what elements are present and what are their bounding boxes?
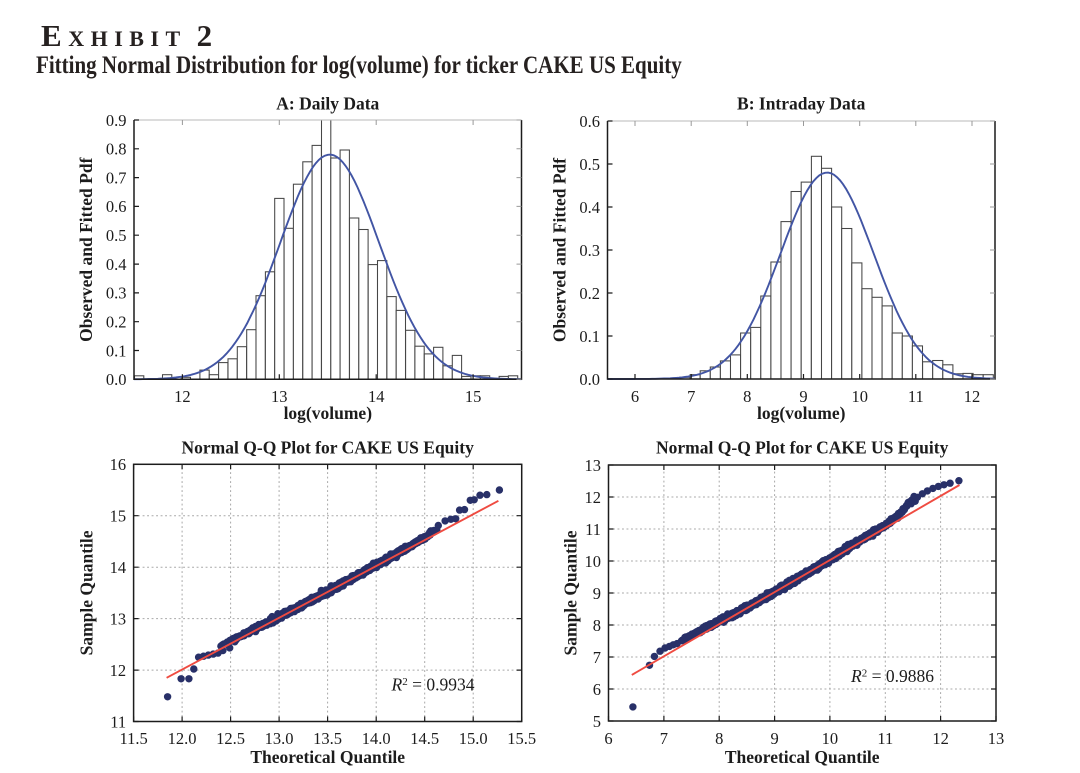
svg-text:13: 13 <box>585 456 602 475</box>
svg-text:9: 9 <box>770 729 778 748</box>
svg-text:10: 10 <box>822 729 839 748</box>
svg-text:0.6: 0.6 <box>579 112 600 131</box>
svg-text:0.6: 0.6 <box>106 197 127 216</box>
svg-text:14: 14 <box>368 387 385 406</box>
svg-text:14.5: 14.5 <box>410 729 439 748</box>
svg-text:0.0: 0.0 <box>106 370 127 389</box>
svg-text:0.9: 0.9 <box>106 111 127 130</box>
svg-text:8: 8 <box>743 387 751 406</box>
svg-text:0.2: 0.2 <box>579 284 600 303</box>
svg-text:13.0: 13.0 <box>265 729 294 748</box>
svg-text:Sample Quantile: Sample Quantile <box>561 530 581 655</box>
svg-text:10: 10 <box>851 387 868 406</box>
svg-text:R2 = 0.9934: R2 = 0.9934 <box>391 675 475 695</box>
svg-text:7: 7 <box>687 387 695 406</box>
svg-text:0.5: 0.5 <box>579 155 600 174</box>
svg-text:5: 5 <box>593 712 601 731</box>
svg-text:13: 13 <box>271 387 288 406</box>
svg-text:15.5: 15.5 <box>507 729 536 748</box>
svg-text:12.5: 12.5 <box>216 729 245 748</box>
svg-text:0.0: 0.0 <box>579 370 600 389</box>
svg-text:Sample Quantile: Sample Quantile <box>77 530 97 655</box>
svg-text:B: Intraday Data: B: Intraday Data <box>737 94 866 114</box>
svg-text:11: 11 <box>877 729 893 748</box>
svg-text:A: Daily Data: A: Daily Data <box>276 94 379 114</box>
svg-text:8: 8 <box>715 729 723 748</box>
svg-text:12: 12 <box>932 729 949 748</box>
svg-text:0.4: 0.4 <box>106 255 127 274</box>
svg-text:0.1: 0.1 <box>579 327 600 346</box>
svg-text:16: 16 <box>110 455 127 474</box>
svg-text:0.8: 0.8 <box>106 140 127 159</box>
svg-text:11: 11 <box>908 387 924 406</box>
svg-text:0.1: 0.1 <box>106 341 127 360</box>
svg-text:12: 12 <box>110 661 127 680</box>
svg-text:11.5: 11.5 <box>119 729 147 748</box>
svg-text:0.4: 0.4 <box>579 198 600 217</box>
svg-text:15: 15 <box>110 507 127 526</box>
svg-text:14: 14 <box>110 558 127 577</box>
svg-text:14.0: 14.0 <box>362 729 391 748</box>
svg-text:0.2: 0.2 <box>106 313 127 332</box>
svg-text:6: 6 <box>604 729 612 748</box>
svg-text:7: 7 <box>593 648 601 667</box>
svg-text:6: 6 <box>593 680 601 699</box>
svg-text:Theoretical Quantile: Theoretical Quantile <box>250 747 405 767</box>
svg-text:9: 9 <box>593 584 601 603</box>
svg-text:0.5: 0.5 <box>106 226 127 245</box>
svg-text:7: 7 <box>660 729 668 748</box>
svg-text:12: 12 <box>964 387 981 406</box>
svg-text:Observed and Fitted Pdf: Observed and Fitted Pdf <box>550 158 570 342</box>
svg-text:11: 11 <box>110 712 126 731</box>
svg-text:11: 11 <box>585 520 601 539</box>
svg-text:Normal Q-Q Plot for CAKE US Eq: Normal Q-Q Plot for CAKE US Equity <box>182 438 475 458</box>
svg-text:R2 = 0.9886: R2 = 0.9886 <box>850 666 934 686</box>
svg-text:15.0: 15.0 <box>459 729 488 748</box>
svg-text:log(volume): log(volume) <box>284 403 373 423</box>
svg-text:12: 12 <box>174 387 191 406</box>
svg-text:13.5: 13.5 <box>313 729 342 748</box>
svg-text:12: 12 <box>585 488 602 507</box>
svg-text:Theoretical Quantile: Theoretical Quantile <box>725 747 880 767</box>
svg-text:9: 9 <box>799 387 807 406</box>
svg-text:Normal Q-Q Plot for CAKE US Eq: Normal Q-Q Plot for CAKE US Equity <box>656 438 949 458</box>
svg-text:12.0: 12.0 <box>168 729 197 748</box>
svg-text:13: 13 <box>988 729 1005 748</box>
svg-text:0.3: 0.3 <box>579 241 600 260</box>
svg-text:log(volume): log(volume) <box>757 403 846 423</box>
svg-text:6: 6 <box>631 387 639 406</box>
svg-text:0.7: 0.7 <box>106 168 127 187</box>
svg-text:13: 13 <box>110 609 127 628</box>
svg-text:Observed and Fitted Pdf: Observed and Fitted Pdf <box>76 157 96 341</box>
svg-text:0.3: 0.3 <box>106 284 127 303</box>
svg-text:10: 10 <box>585 552 602 571</box>
svg-text:15: 15 <box>465 387 482 406</box>
svg-text:8: 8 <box>593 616 601 635</box>
